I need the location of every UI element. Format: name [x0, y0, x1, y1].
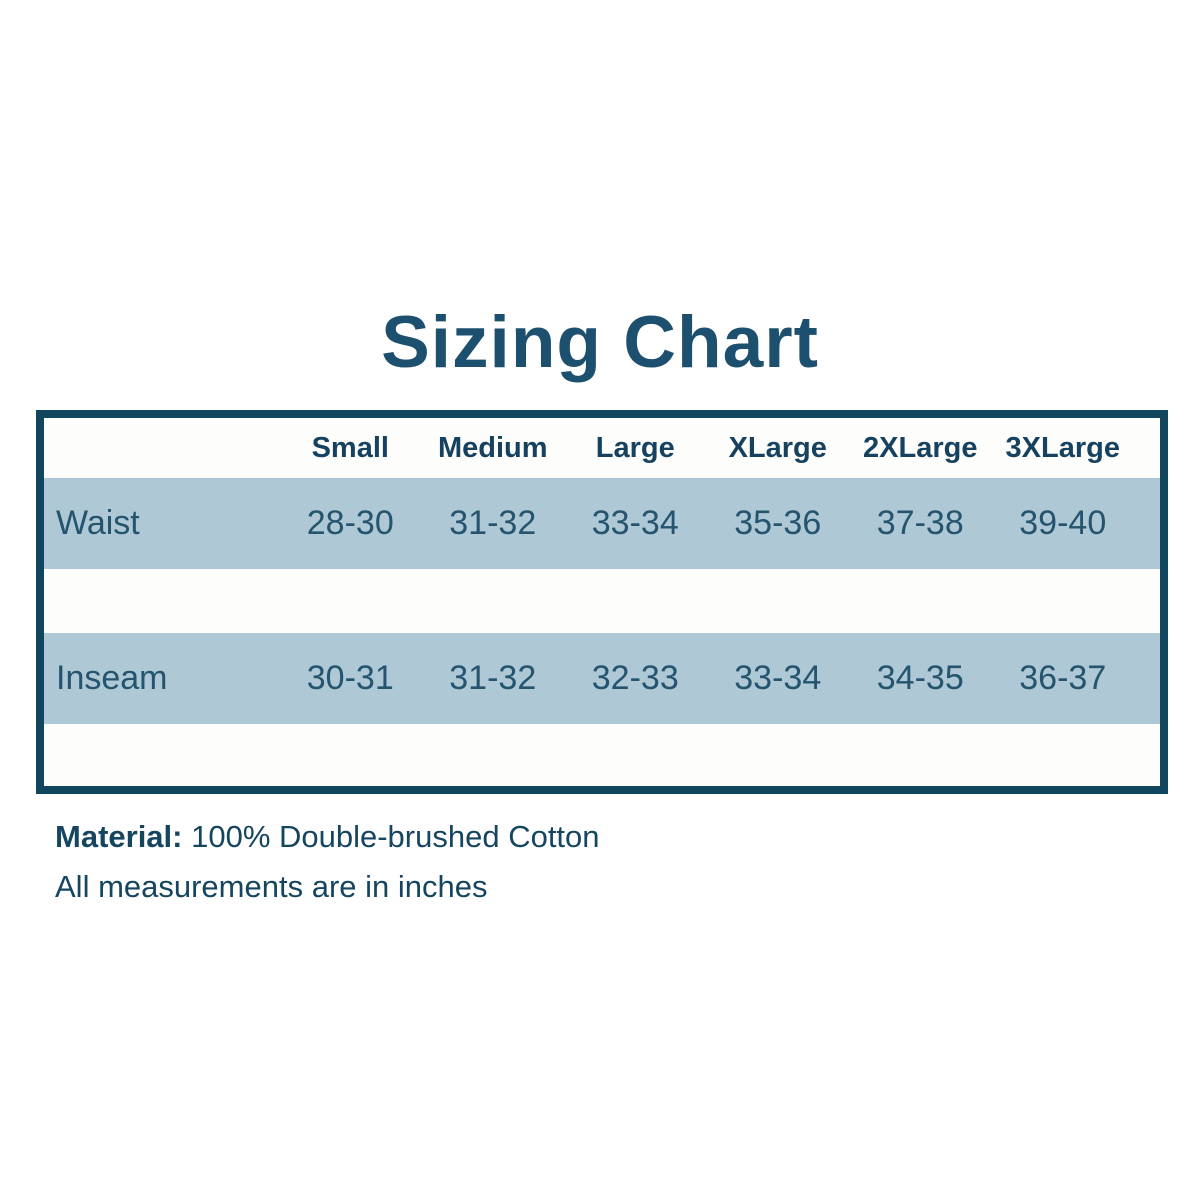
column-header-3xlarge: 3XLarge — [1005, 431, 1120, 464]
table-spacer-row — [44, 569, 1160, 633]
inseam-large: 32-33 — [591, 659, 679, 697]
row-label-inseam: Inseam — [56, 659, 168, 697]
size-table: Small Medium Large XLarge 2XLarge 3XLarg… — [36, 410, 1168, 794]
row-label-waist: Waist — [56, 504, 140, 542]
table-row-waist: Waist 28-30 31-32 33-34 35-36 37-38 39-4… — [44, 478, 1160, 569]
waist-medium: 31-32 — [449, 504, 537, 542]
column-header-2xlarge: 2XLarge — [863, 431, 978, 464]
material-note: Material: 100% Double-brushed Cotton — [55, 812, 600, 862]
inseam-3xlarge: 36-37 — [1019, 659, 1107, 697]
notes-block: Material: 100% Double-brushed Cotton All… — [55, 812, 600, 911]
material-note-value: 100% Double-brushed Cotton — [182, 819, 600, 854]
inseam-2xlarge: 34-35 — [876, 659, 964, 697]
waist-small: 28-30 — [306, 504, 394, 542]
table-row-inseam: Inseam 30-31 31-32 32-33 33-34 34-35 36-… — [44, 633, 1160, 724]
waist-large: 33-34 — [591, 504, 679, 542]
waist-2xlarge: 37-38 — [876, 504, 964, 542]
table-header-row: Small Medium Large XLarge 2XLarge 3XLarg… — [44, 418, 1160, 478]
inseam-xlarge: 33-34 — [734, 659, 822, 697]
column-header-xlarge: XLarge — [728, 431, 827, 464]
page-title: Sizing Chart — [381, 302, 819, 383]
inseam-small: 30-31 — [306, 659, 394, 697]
waist-3xlarge: 39-40 — [1019, 504, 1107, 542]
measurements-note: All measurements are in inches — [55, 868, 488, 904]
column-header-large: Large — [595, 431, 675, 464]
column-header-small: Small — [311, 431, 389, 464]
inseam-medium: 31-32 — [449, 659, 537, 697]
column-header-medium: Medium — [437, 431, 548, 464]
waist-xlarge: 35-36 — [734, 504, 822, 542]
material-note-label: Material: — [55, 819, 183, 854]
